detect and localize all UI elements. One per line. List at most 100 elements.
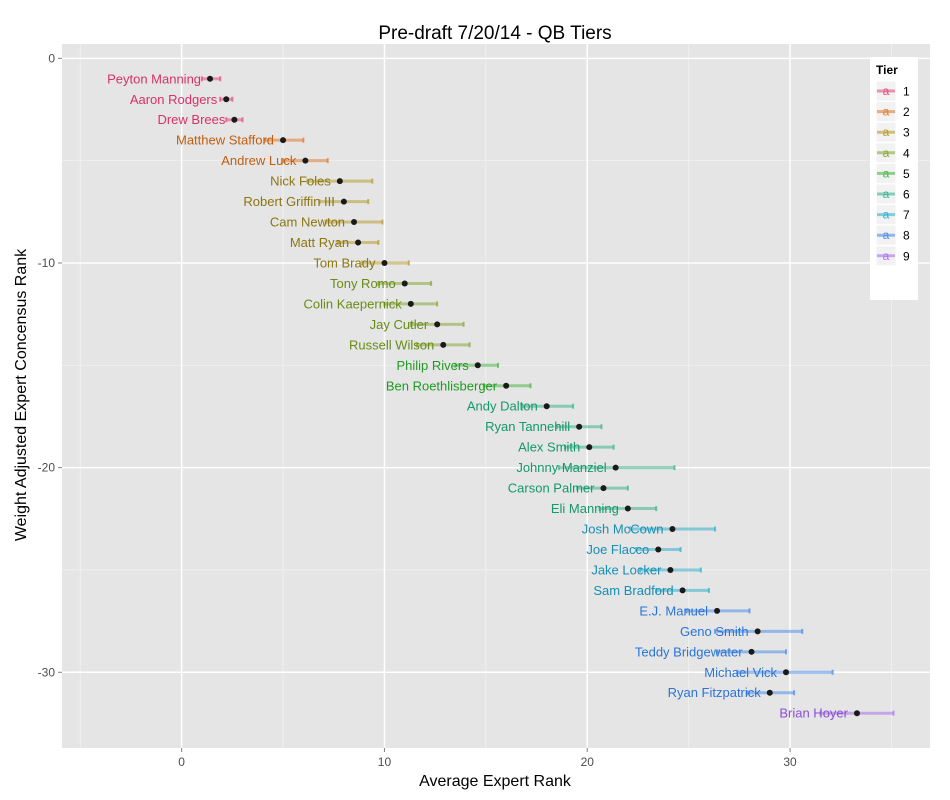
player-label: Cam Newton bbox=[270, 215, 345, 230]
player-label: Matthew Stafford bbox=[176, 133, 274, 148]
player-label: Michael Vick bbox=[704, 665, 777, 680]
player-label: Andrew Luck bbox=[221, 153, 297, 168]
player-label: Jay Cutler bbox=[370, 317, 429, 332]
x-tick-label: 0 bbox=[178, 755, 185, 769]
data-point bbox=[351, 219, 358, 226]
legend-label: 1 bbox=[903, 85, 910, 99]
legend-key-glyph: a bbox=[883, 125, 890, 139]
data-point bbox=[714, 607, 721, 614]
legend-key-glyph: a bbox=[883, 166, 890, 180]
data-point bbox=[340, 198, 347, 205]
legend-key-glyph: a bbox=[883, 84, 890, 98]
player-label: Geno Smith bbox=[680, 624, 749, 639]
data-point bbox=[586, 444, 593, 451]
player-label: Nick Foles bbox=[270, 174, 331, 189]
legend-title: Tier bbox=[876, 63, 898, 77]
data-point bbox=[624, 505, 631, 512]
legend-label: 5 bbox=[903, 167, 910, 181]
player-label: Robert Griffin III bbox=[243, 194, 335, 209]
data-point bbox=[766, 689, 773, 696]
data-point bbox=[853, 710, 860, 717]
legend-label: 2 bbox=[903, 105, 910, 119]
player-label: Eli Manning bbox=[551, 501, 619, 516]
data-point bbox=[223, 96, 230, 103]
x-axis-title: Average Expert Rank bbox=[419, 773, 572, 790]
player-label: Johnny Manziel bbox=[516, 460, 606, 475]
x-tick-label: 30 bbox=[783, 755, 797, 769]
player-label: E.J. Manuel bbox=[639, 603, 708, 618]
y-tick-label: -10 bbox=[38, 256, 56, 270]
data-point bbox=[669, 526, 676, 533]
player-label: Andy Dalton bbox=[467, 399, 538, 414]
y-tick-label: 0 bbox=[48, 51, 55, 65]
legend-key-glyph: a bbox=[883, 228, 890, 242]
player-label: Drew Brees bbox=[157, 112, 225, 127]
data-point bbox=[474, 362, 481, 369]
player-label: Joe Flacco bbox=[586, 542, 649, 557]
player-label: Aaron Rodgers bbox=[130, 92, 218, 107]
data-point bbox=[783, 669, 790, 676]
player-label: Matt Ryan bbox=[290, 235, 349, 250]
player-label: Ryan Tannehill bbox=[485, 419, 570, 434]
data-point bbox=[612, 464, 619, 471]
data-point bbox=[381, 259, 388, 266]
legend-key-glyph: a bbox=[883, 146, 890, 160]
legend-label: 3 bbox=[903, 126, 910, 140]
legend-label: 8 bbox=[903, 229, 910, 243]
player-label: Russell Wilson bbox=[349, 337, 434, 352]
data-point bbox=[655, 546, 662, 553]
player-label: Colin Kaepernick bbox=[304, 296, 403, 311]
player-label: Ryan Fitzpatrick bbox=[668, 685, 762, 700]
data-point bbox=[667, 566, 674, 573]
grid-major bbox=[62, 44, 930, 748]
y-tick-label: -20 bbox=[38, 461, 56, 475]
data-point bbox=[280, 137, 287, 144]
data-point bbox=[754, 628, 761, 635]
chart-title: Pre-draft 7/20/14 - QB Tiers bbox=[378, 23, 611, 44]
data-point bbox=[434, 321, 441, 328]
x-tick-label: 20 bbox=[581, 755, 595, 769]
y-tick-label: -30 bbox=[38, 665, 56, 679]
player-label: Josh McCown bbox=[582, 522, 664, 537]
x-axis-ticks: 0 10 20 30 bbox=[178, 748, 797, 769]
legend-label: 4 bbox=[903, 146, 910, 160]
data-point bbox=[302, 157, 309, 164]
player-label: Tony Romo bbox=[330, 276, 396, 291]
data-point bbox=[503, 382, 510, 389]
player-label: Jake Locker bbox=[591, 562, 662, 577]
legend-label: 7 bbox=[903, 208, 910, 222]
player-labels: Peyton Manning Aaron Rodgers Drew Brees Mat… bbox=[107, 71, 849, 720]
data-point bbox=[355, 239, 362, 246]
data-point bbox=[576, 423, 583, 430]
player-label: Tom Brady bbox=[313, 255, 376, 270]
player-label: Teddy Bridgewater bbox=[635, 644, 743, 659]
y-axis-title: Weight Adjusted Expert Concensus Rank bbox=[13, 248, 30, 541]
legend-label: 6 bbox=[903, 188, 910, 202]
player-label: Peyton Manning bbox=[107, 71, 201, 86]
data-point bbox=[207, 75, 214, 82]
plot-background bbox=[62, 44, 930, 748]
player-label: Brian Hoyer bbox=[779, 706, 848, 721]
data-point bbox=[748, 648, 755, 655]
legend-key-glyph: a bbox=[883, 208, 890, 222]
legend-key-glyph: a bbox=[883, 249, 890, 263]
legend-key-glyph: a bbox=[883, 105, 890, 119]
player-label: Alex Smith bbox=[518, 440, 580, 455]
legend-label: 9 bbox=[903, 249, 910, 263]
data-point bbox=[679, 587, 686, 594]
legend-entries: a 1a 2a 3a 4a 5a 6a 7a 8a 9 bbox=[875, 80, 910, 267]
data-point bbox=[440, 341, 447, 348]
x-tick-label: 10 bbox=[378, 755, 392, 769]
data-points bbox=[207, 75, 860, 717]
y-axis-ticks: 0 -10 -20 -30 bbox=[38, 51, 62, 679]
